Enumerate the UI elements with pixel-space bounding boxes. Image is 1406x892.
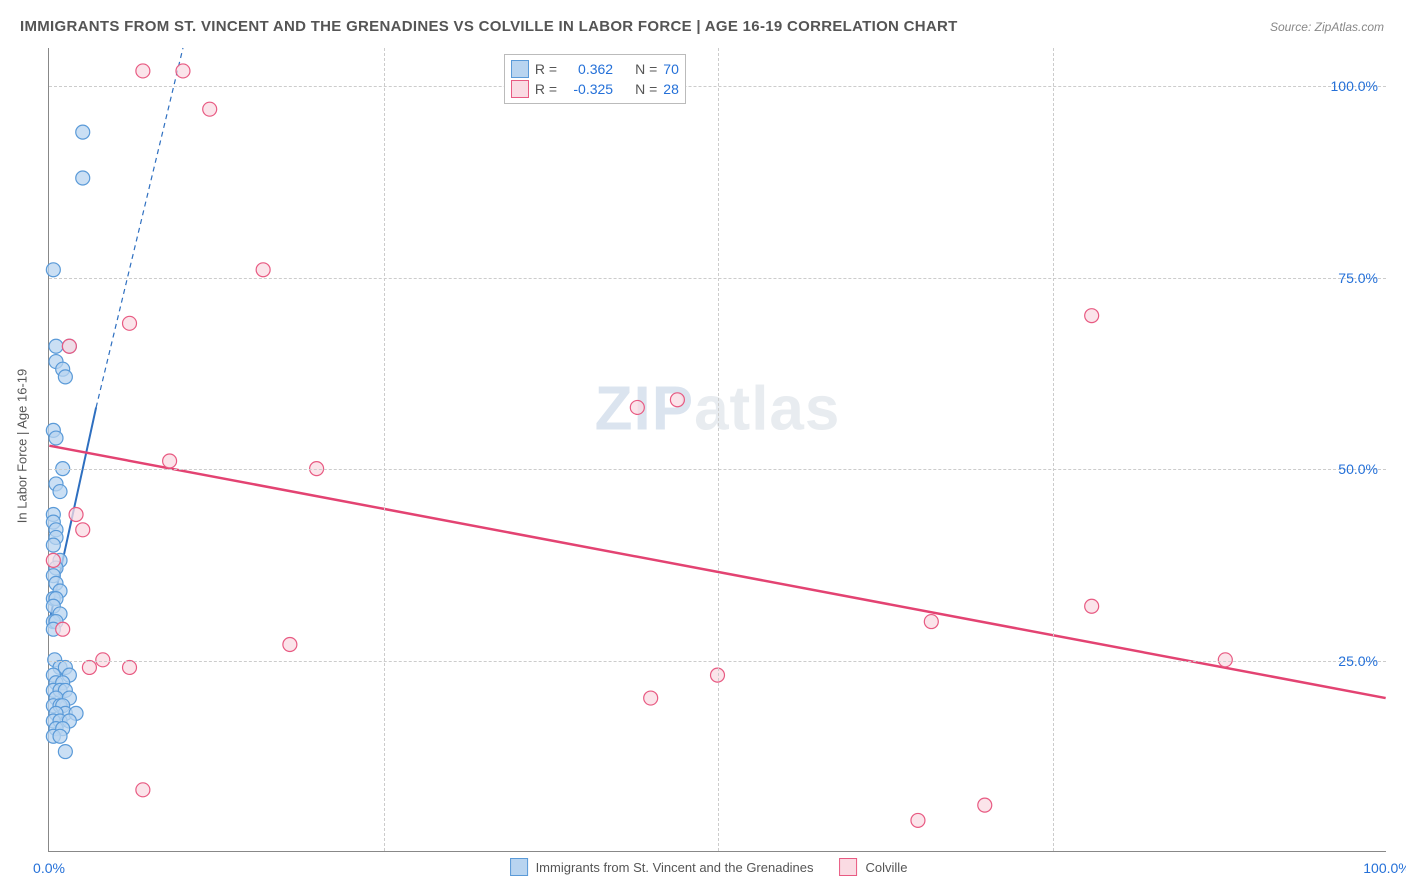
scatter-point [203, 102, 217, 116]
scatter-point [76, 125, 90, 139]
plot-area: ZIPatlas 25.0%50.0%75.0%100.0%0.0%100.0%… [48, 48, 1386, 852]
legend-swatch [510, 858, 528, 876]
y-tick-label: 75.0% [1338, 270, 1378, 286]
scatter-point [176, 64, 190, 78]
legend-swatch [840, 858, 858, 876]
scatter-point [46, 538, 60, 552]
scatter-point [46, 553, 60, 567]
scatter-point [56, 622, 70, 636]
legend-swatch [511, 60, 529, 78]
scatter-point [1085, 599, 1099, 613]
scatter-point [1085, 309, 1099, 323]
series-legend: Immigrants from St. Vincent and the Gren… [510, 858, 926, 876]
r-value: -0.325 [563, 81, 613, 97]
scatter-point [136, 64, 150, 78]
scatter-point [670, 393, 684, 407]
scatter-point [163, 454, 177, 468]
trend-line-extension [96, 48, 183, 407]
scatter-point [283, 638, 297, 652]
correlation-legend: R = 0.362 N = 70 R = -0.325 N = 28 [504, 54, 686, 104]
scatter-point [82, 660, 96, 674]
scatter-point [123, 316, 137, 330]
legend-label: Immigrants from St. Vincent and the Gren… [536, 860, 814, 875]
scatter-point [136, 783, 150, 797]
scatter-point [924, 615, 938, 629]
gridline-vertical [718, 48, 719, 851]
legend-swatch [511, 80, 529, 98]
y-axis-title: In Labor Force | Age 16-19 [15, 369, 30, 523]
source-label: Source: ZipAtlas.com [1270, 20, 1384, 34]
scatter-point [123, 660, 137, 674]
scatter-point [76, 523, 90, 537]
scatter-point [630, 400, 644, 414]
gridline-vertical [384, 48, 385, 851]
scatter-point [911, 813, 925, 827]
n-value: 70 [663, 61, 679, 77]
scatter-point [58, 745, 72, 759]
scatter-point [62, 339, 76, 353]
gridline-vertical [1053, 48, 1054, 851]
scatter-point [69, 508, 83, 522]
r-label: R = [535, 81, 557, 97]
n-label: N = [635, 61, 657, 77]
y-tick-label: 100.0% [1331, 78, 1378, 94]
y-tick-label: 25.0% [1338, 653, 1378, 669]
scatter-point [76, 171, 90, 185]
legend-row: R = 0.362 N = 70 [511, 59, 679, 79]
scatter-point [49, 431, 63, 445]
chart-container: IMMIGRANTS FROM ST. VINCENT AND THE GREN… [0, 0, 1406, 892]
scatter-point [53, 485, 67, 499]
chart-title: IMMIGRANTS FROM ST. VINCENT AND THE GREN… [20, 18, 958, 35]
legend-label: Colville [866, 860, 908, 875]
x-tick-label: 100.0% [1363, 860, 1406, 876]
x-tick-label: 0.0% [33, 860, 65, 876]
n-value: 28 [663, 81, 679, 97]
scatter-point [58, 370, 72, 384]
scatter-point [644, 691, 658, 705]
r-value: 0.362 [563, 61, 613, 77]
scatter-point [978, 798, 992, 812]
n-label: N = [635, 81, 657, 97]
r-label: R = [535, 61, 557, 77]
scatter-point [46, 263, 60, 277]
scatter-point [256, 263, 270, 277]
y-tick-label: 50.0% [1338, 461, 1378, 477]
legend-row: R = -0.325 N = 28 [511, 79, 679, 99]
scatter-point [49, 339, 63, 353]
scatter-point [53, 729, 67, 743]
